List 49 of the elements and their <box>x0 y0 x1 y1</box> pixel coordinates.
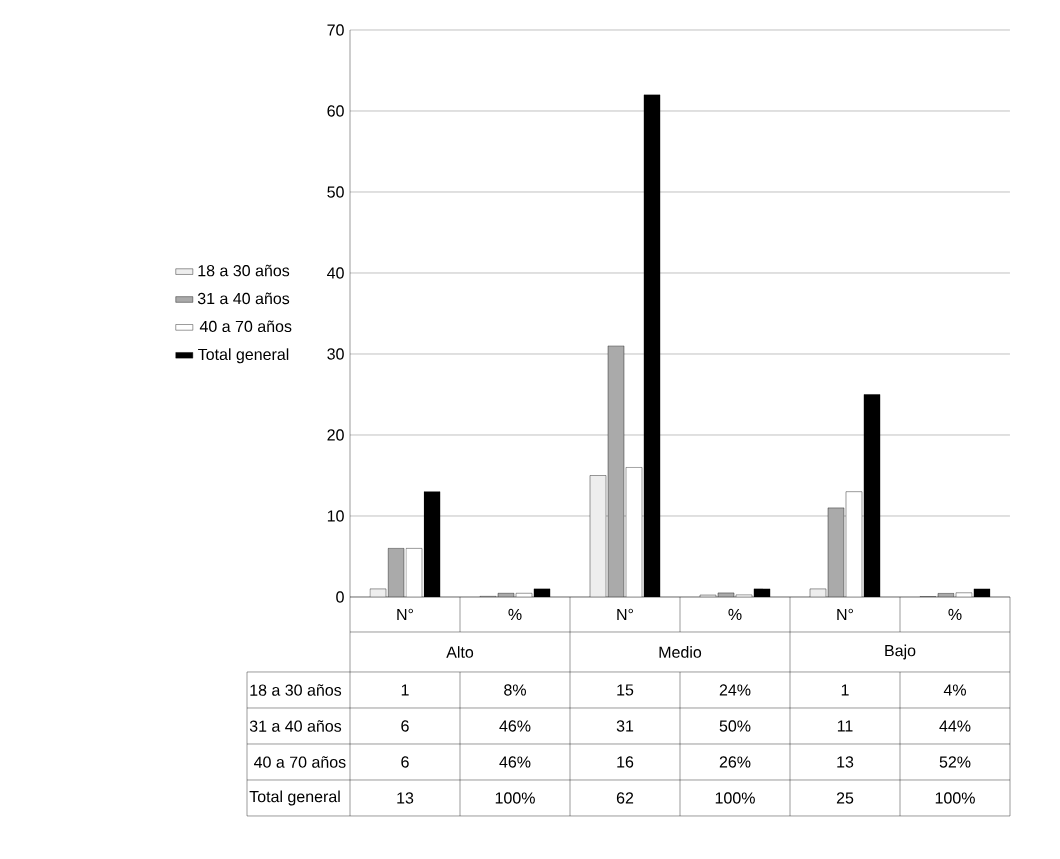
data-label: 46% <box>499 756 531 768</box>
data-label: 16 <box>617 756 634 768</box>
text: 31 a 40 años <box>249 720 342 732</box>
data-label: 100% <box>715 792 755 804</box>
text: Total general <box>249 790 340 806</box>
data-label: 44% <box>939 720 971 732</box>
text: Alto <box>446 646 474 658</box>
data-label: 100% <box>935 792 975 804</box>
data-label: 1 <box>401 684 409 696</box>
data-label: 25 <box>836 792 854 804</box>
legend-label: 31 a 40 años <box>197 292 290 305</box>
y-tick-label: 30 <box>327 348 344 360</box>
data-label: 13 <box>397 792 414 804</box>
legend-label: 40 a 70 años <box>199 320 292 333</box>
data-label: 6 <box>401 720 409 732</box>
y-tick-label: 20 <box>327 429 344 441</box>
y-tick-label: 40 <box>327 267 344 279</box>
data-label: 62 <box>616 792 634 804</box>
data-label: 13 <box>837 756 854 768</box>
x-tick-label: % <box>508 608 522 620</box>
data-label: 8% <box>504 684 526 696</box>
data-label: 15 <box>617 684 634 696</box>
legend-label: 18 a 30 años <box>198 264 290 277</box>
data-label: 26% <box>719 756 751 768</box>
data-label: 100% <box>495 792 535 804</box>
data-label: 4% <box>943 684 966 696</box>
text: Bajo <box>885 644 916 660</box>
data-label: 50% <box>719 720 751 732</box>
y-tick-label: 70 <box>327 24 344 36</box>
text: Medio <box>659 646 702 658</box>
data-label: 52% <box>939 756 971 768</box>
data-label: 31 <box>616 720 634 732</box>
x-tick-label: % <box>948 608 962 620</box>
y-tick-label: 10 <box>327 510 344 522</box>
text: 40 a 70 años <box>254 756 346 768</box>
x-tick-label: N° <box>397 608 414 620</box>
y-tick-label: 0 <box>336 591 344 603</box>
y-tick-label: 50 <box>327 186 344 198</box>
data-label: 46% <box>499 720 531 732</box>
text: 18 a 30 años <box>250 684 342 696</box>
y-tick-label: 60 <box>327 105 344 117</box>
data-label: 6 <box>401 756 409 768</box>
data-label: 24% <box>719 684 751 696</box>
x-tick-label: N° <box>617 608 634 620</box>
x-tick-label: % <box>728 608 742 620</box>
data-label: 1 <box>841 684 849 696</box>
data-label: 11 <box>837 720 853 732</box>
x-tick-label: N° <box>837 608 854 620</box>
legend-label: Total general <box>198 348 289 364</box>
